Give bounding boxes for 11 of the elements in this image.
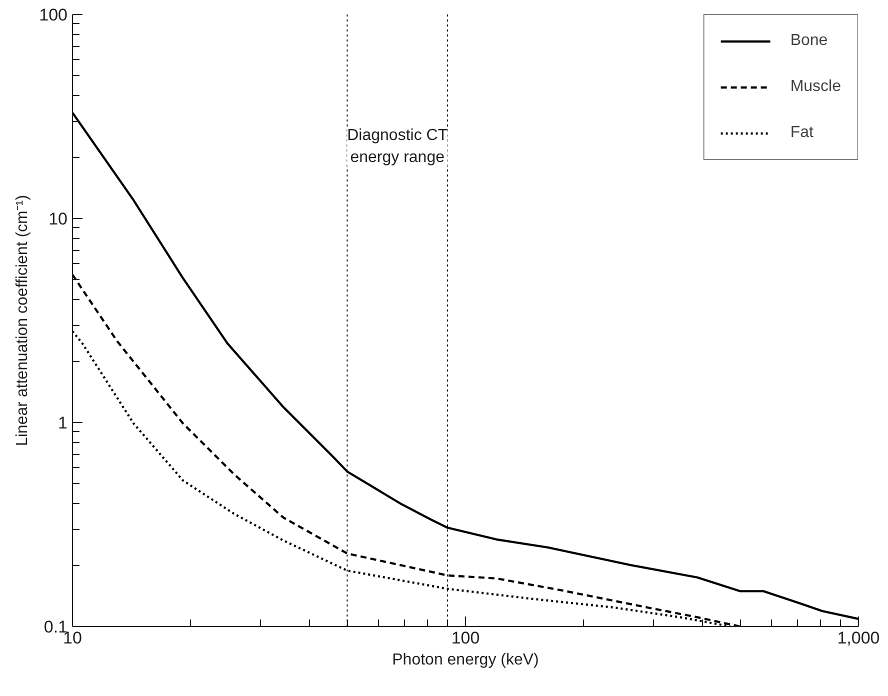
legend-label: Bone [790,32,828,50]
legend-label: Fat [790,124,814,142]
y-tick-label: 10 [48,210,68,228]
x-tick-label: 100 [451,628,480,648]
y-tick-label: 100 [39,6,68,24]
x-tick-label: 1,000 [837,628,880,648]
x-axis-title: Photon energy (keV) [392,652,539,668]
y-axis-title: Linear attenuation coefficient (cm⁻¹) [14,194,32,446]
legend-label: Muscle [790,78,841,96]
y-tick-label: 1 [58,414,68,432]
annotation: Diagnostic CT energy range [347,126,448,166]
